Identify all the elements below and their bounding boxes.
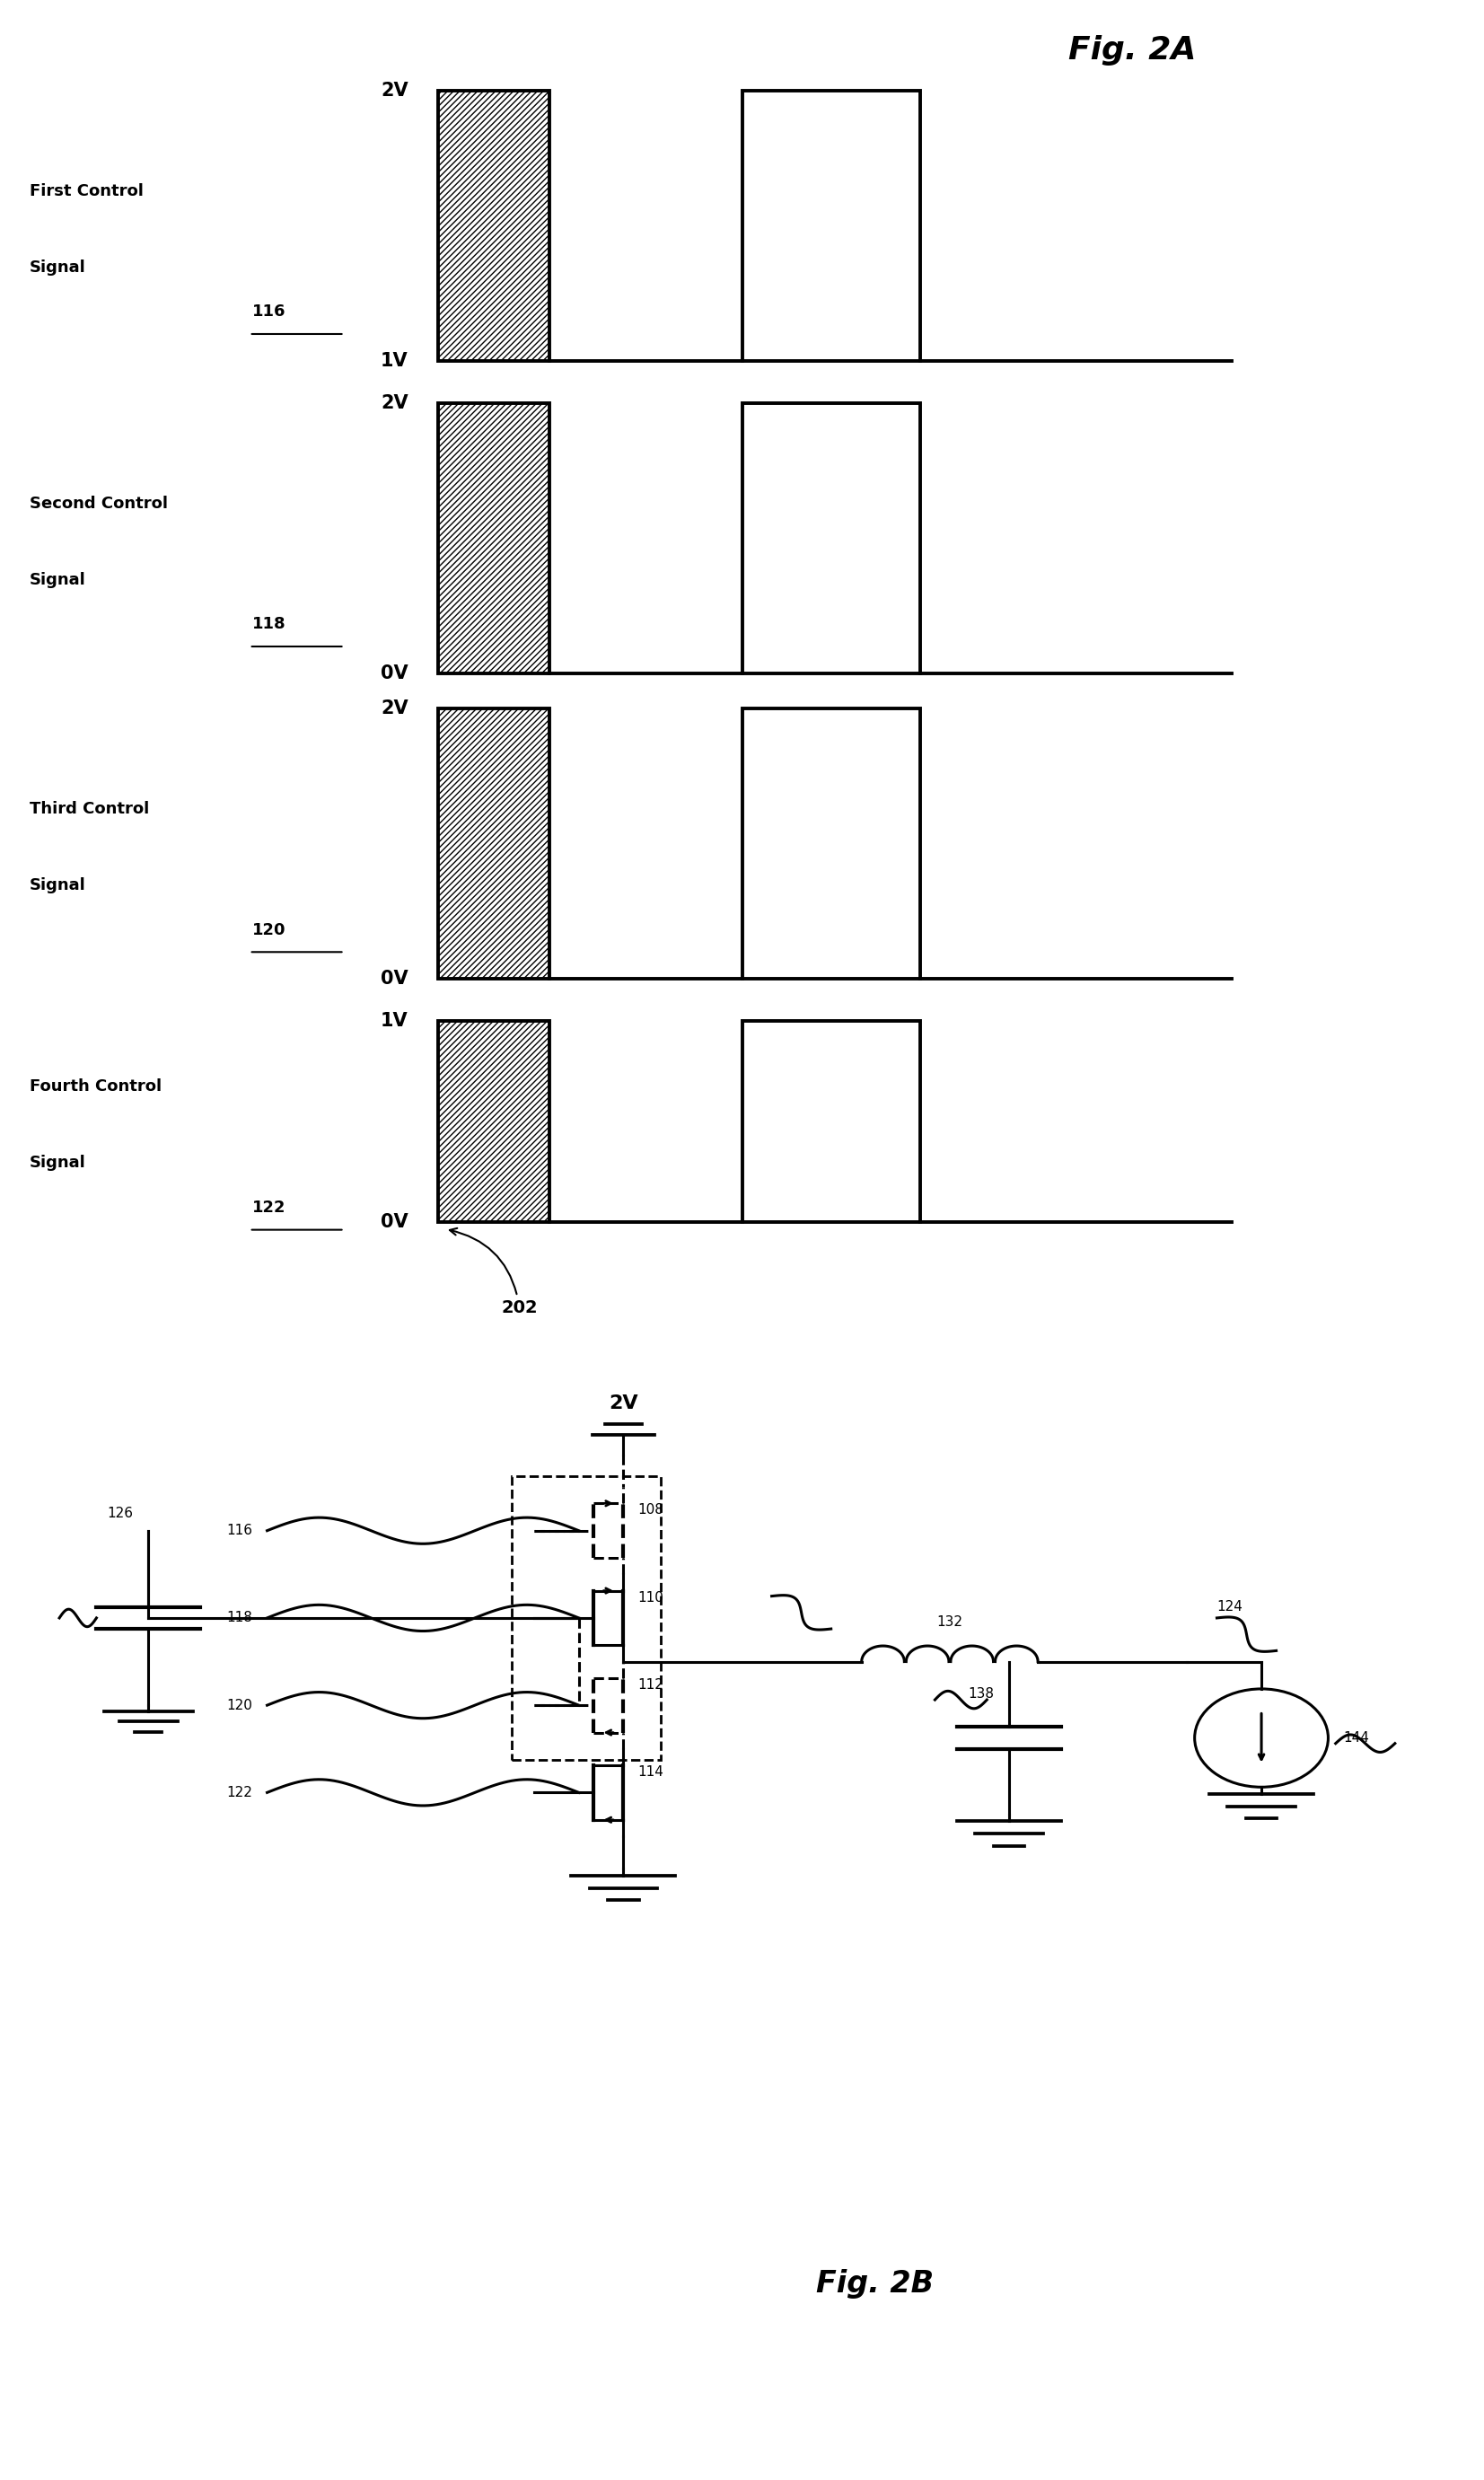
Text: Fourth Control: Fourth Control: [30, 1079, 162, 1094]
Bar: [742, 1022, 920, 1223]
Bar: [438, 402, 549, 675]
Text: 0V: 0V: [380, 665, 408, 682]
Text: 0V: 0V: [380, 970, 408, 987]
Text: Fig. 2B: Fig. 2B: [816, 2269, 933, 2299]
Text: Signal: Signal: [30, 573, 86, 588]
Text: 124: 124: [1217, 1600, 1242, 1614]
Text: 2V: 2V: [380, 394, 408, 412]
Text: Signal: Signal: [30, 1156, 86, 1171]
Text: First Control: First Control: [30, 184, 144, 198]
Bar: [438, 89, 549, 362]
Text: 114: 114: [638, 1766, 663, 1778]
Text: 120: 120: [252, 923, 286, 937]
Text: 1V: 1V: [380, 1012, 408, 1029]
Bar: [742, 402, 920, 675]
Bar: [742, 89, 920, 362]
Text: Signal: Signal: [30, 260, 86, 275]
Bar: [742, 709, 920, 980]
Text: 122: 122: [252, 1200, 286, 1215]
Text: 202: 202: [450, 1228, 537, 1317]
Text: 108: 108: [638, 1503, 663, 1518]
Text: Signal: Signal: [30, 878, 86, 893]
Text: 118: 118: [227, 1612, 252, 1624]
Text: Fig. 2A: Fig. 2A: [1068, 35, 1196, 64]
Bar: [438, 709, 549, 980]
Text: 120: 120: [227, 1699, 252, 1711]
Text: Third Control: Third Control: [30, 801, 150, 816]
Bar: [512, 1476, 660, 1761]
Text: 122: 122: [227, 1786, 252, 1800]
Text: 126: 126: [107, 1505, 134, 1520]
Text: 138: 138: [968, 1686, 994, 1701]
Text: 2V: 2V: [380, 82, 408, 99]
Bar: [438, 1022, 549, 1223]
Text: 110: 110: [638, 1590, 663, 1605]
Text: 118: 118: [252, 615, 286, 632]
Text: 1V: 1V: [380, 352, 408, 370]
Text: 144: 144: [1343, 1731, 1368, 1746]
Text: 112: 112: [638, 1679, 663, 1691]
Text: Second Control: Second Control: [30, 496, 168, 511]
Text: 0V: 0V: [380, 1213, 408, 1230]
Text: 116: 116: [226, 1523, 252, 1538]
Text: 2V: 2V: [608, 1394, 638, 1411]
Text: 132: 132: [936, 1614, 963, 1629]
Text: 2V: 2V: [380, 699, 408, 717]
Text: 116: 116: [252, 303, 286, 320]
